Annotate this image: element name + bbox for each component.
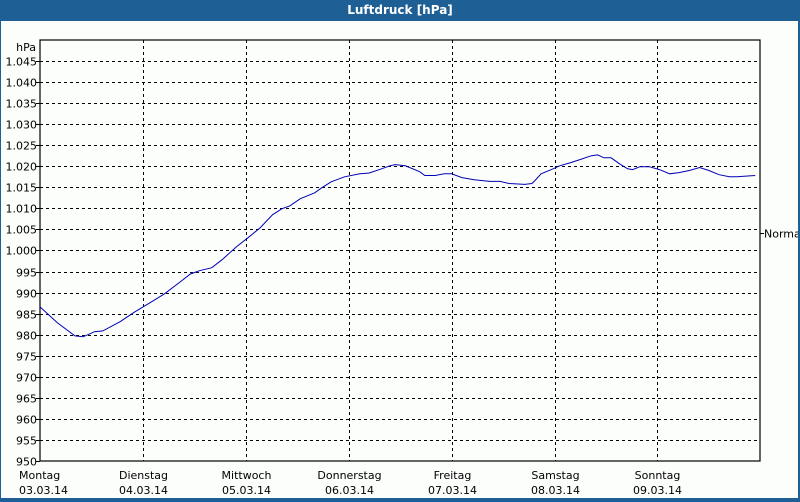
- y-tick-label: 1.015: [6, 182, 38, 195]
- y-tick-label: 1.010: [6, 203, 38, 216]
- y-tick-label: 1.025: [6, 140, 38, 153]
- y-tick-label: 1.030: [6, 119, 38, 132]
- y-tick-label: 995: [16, 267, 37, 280]
- y-axis-unit: hPa: [16, 41, 36, 54]
- y-tick-label: 1.045: [6, 56, 38, 69]
- x-tick-date: 08.03.14: [531, 484, 580, 497]
- x-gridlines: [143, 40, 658, 461]
- x-tick-day: Dienstag: [119, 469, 168, 482]
- y-tick-label: 965: [16, 393, 37, 406]
- pressure-series-line: [39, 154, 756, 338]
- x-tick-day: Mittwoch: [222, 469, 272, 482]
- y-tick-label: 950: [16, 456, 37, 469]
- y-tick-label: 955: [16, 435, 37, 448]
- y-tick-label: 1.005: [6, 224, 38, 237]
- y-tick-label: 1.000: [6, 245, 38, 258]
- y-gridlines: [36, 61, 760, 462]
- y-tick-label: 985: [16, 309, 37, 322]
- x-tick-day: Donnerstag: [317, 469, 381, 482]
- x-tick-date: 04.03.14: [119, 484, 168, 497]
- y-tick-label: 1.020: [6, 161, 38, 174]
- y-tick-label: 1.040: [6, 77, 38, 90]
- x-tick-date: 09.03.14: [633, 484, 682, 497]
- y-tick-label: 980: [16, 330, 37, 343]
- x-tick-day: Freitag: [434, 469, 472, 482]
- y-tick-label: 960: [16, 414, 37, 427]
- y-axis-tick-labels: 950 955 960 965 970 975 980 985 990 995 1.000 1.005…: [6, 56, 38, 469]
- x-axis-tick-labels: Montag 03.03.14 Dienstag 04.03.14 Mittwoch 05…: [19, 469, 682, 497]
- y-tick-label: 975: [16, 351, 37, 364]
- plot-frame: [39, 39, 761, 462]
- y-tick-label: 970: [16, 372, 37, 385]
- y-tick-label: 990: [16, 288, 37, 301]
- x-tick-day: Samstag: [531, 469, 579, 482]
- x-tick-day: Sonntag: [635, 469, 681, 482]
- x-tick-date: 05.03.14: [222, 484, 271, 497]
- x-tick-date: 06.03.14: [325, 484, 374, 497]
- normal-marker-label: Normal: [764, 228, 798, 241]
- x-tick-date: 03.03.14: [19, 484, 68, 497]
- y-tick-label: 1.035: [6, 98, 38, 111]
- chart-canvas: 950 955 960 965 970 975 980 985 990 995 1.000 1.005…: [1, 21, 800, 498]
- x-tick-date: 07.03.14: [428, 484, 477, 497]
- x-tick-day: Montag: [19, 469, 60, 482]
- pressure-line-chart: 950 955 960 965 970 975 980 985 990 995 1.000 1.005…: [6, 39, 800, 497]
- window-title: Luftdruck [hPa]: [0, 0, 800, 20]
